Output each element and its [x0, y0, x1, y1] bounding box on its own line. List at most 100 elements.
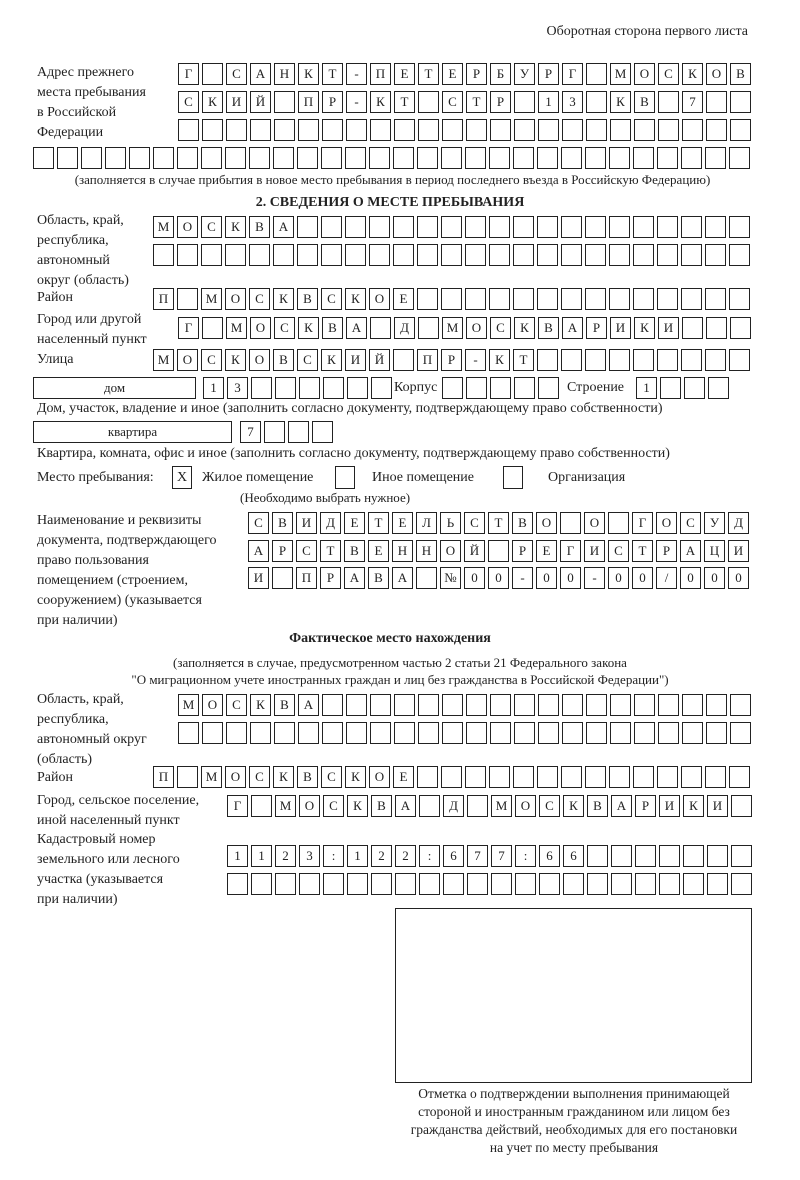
char-box[interactable]: В — [368, 567, 389, 589]
char-box[interactable] — [730, 91, 751, 113]
char-box[interactable]: 1 — [347, 845, 368, 867]
char-box[interactable]: С — [226, 63, 247, 85]
char-box[interactable]: : — [419, 845, 440, 867]
char-box[interactable] — [442, 722, 463, 744]
char-box[interactable] — [609, 147, 630, 169]
char-box[interactable]: 6 — [539, 845, 560, 867]
char-box[interactable] — [537, 288, 558, 310]
char-box[interactable]: Ц — [704, 540, 725, 562]
char-box[interactable]: А — [562, 317, 583, 339]
char-box[interactable] — [202, 317, 223, 339]
char-box[interactable] — [490, 722, 511, 744]
char-box[interactable]: Р — [320, 567, 341, 589]
char-box[interactable]: О — [584, 512, 605, 534]
char-box[interactable] — [586, 722, 607, 744]
char-box[interactable] — [442, 377, 463, 399]
char-box[interactable]: 7 — [491, 845, 512, 867]
char-box[interactable] — [418, 119, 439, 141]
char-box[interactable] — [635, 873, 656, 895]
char-box[interactable] — [227, 873, 248, 895]
char-box[interactable]: Ь — [440, 512, 461, 534]
char-box[interactable]: Л — [416, 512, 437, 534]
char-box[interactable]: И — [728, 540, 749, 562]
char-box[interactable] — [561, 766, 582, 788]
char-box[interactable] — [323, 873, 344, 895]
char-box[interactable] — [634, 722, 655, 744]
char-box[interactable]: 1 — [227, 845, 248, 867]
char-box[interactable] — [514, 694, 535, 716]
char-box[interactable] — [515, 873, 536, 895]
char-box[interactable] — [611, 873, 632, 895]
char-box[interactable] — [706, 694, 727, 716]
char-box[interactable]: № — [440, 567, 461, 589]
char-box[interactable] — [730, 722, 751, 744]
char-box[interactable] — [298, 722, 319, 744]
char-box[interactable] — [587, 873, 608, 895]
char-box[interactable]: 0 — [680, 567, 701, 589]
char-box[interactable]: О — [706, 63, 727, 85]
char-box[interactable] — [465, 766, 486, 788]
char-box[interactable] — [731, 795, 752, 817]
char-box[interactable] — [264, 421, 285, 443]
char-box[interactable]: В — [634, 91, 655, 113]
char-box[interactable]: 2 — [371, 845, 392, 867]
char-box[interactable]: С — [226, 694, 247, 716]
char-box[interactable] — [730, 317, 751, 339]
char-box[interactable] — [514, 91, 535, 113]
char-box[interactable]: С — [249, 766, 270, 788]
char-box[interactable] — [682, 119, 703, 141]
char-box[interactable] — [490, 694, 511, 716]
char-box[interactable]: А — [250, 63, 271, 85]
char-box[interactable] — [586, 694, 607, 716]
char-box[interactable] — [467, 795, 488, 817]
char-box[interactable]: И — [345, 349, 366, 371]
char-box[interactable] — [731, 845, 752, 867]
char-box[interactable] — [345, 244, 366, 266]
char-box[interactable]: 0 — [536, 567, 557, 589]
char-box[interactable]: Е — [393, 766, 414, 788]
char-box[interactable] — [562, 119, 583, 141]
char-box[interactable]: Р — [272, 540, 293, 562]
char-box[interactable]: О — [225, 766, 246, 788]
char-box[interactable] — [561, 216, 582, 238]
char-box[interactable] — [417, 288, 438, 310]
char-box[interactable]: М — [442, 317, 463, 339]
char-box[interactable] — [322, 119, 343, 141]
char-box[interactable]: С — [539, 795, 560, 817]
char-box[interactable] — [561, 244, 582, 266]
char-box[interactable] — [297, 244, 318, 266]
char-box[interactable] — [705, 216, 726, 238]
char-box[interactable] — [609, 216, 630, 238]
char-box[interactable]: 2 — [275, 845, 296, 867]
char-box[interactable] — [466, 694, 487, 716]
char-box[interactable] — [202, 119, 223, 141]
char-box[interactable] — [729, 288, 750, 310]
char-box[interactable] — [418, 91, 439, 113]
char-box[interactable] — [610, 119, 631, 141]
char-box[interactable] — [729, 766, 750, 788]
char-box[interactable]: 0 — [728, 567, 749, 589]
char-box[interactable] — [465, 244, 486, 266]
char-box[interactable]: Т — [513, 349, 534, 371]
char-box[interactable] — [513, 244, 534, 266]
char-box[interactable] — [225, 244, 246, 266]
char-box[interactable]: - — [346, 63, 367, 85]
char-box[interactable] — [417, 216, 438, 238]
char-box[interactable]: И — [226, 91, 247, 113]
char-box[interactable]: С — [442, 91, 463, 113]
char-box[interactable] — [297, 147, 318, 169]
char-box[interactable] — [466, 377, 487, 399]
char-box[interactable]: К — [370, 91, 391, 113]
char-box[interactable] — [225, 147, 246, 169]
char-box[interactable]: К — [682, 63, 703, 85]
char-box[interactable]: В — [730, 63, 751, 85]
char-box[interactable]: Е — [392, 512, 413, 534]
char-box[interactable] — [419, 873, 440, 895]
char-box[interactable] — [587, 845, 608, 867]
char-box[interactable] — [489, 288, 510, 310]
char-box[interactable] — [608, 512, 629, 534]
char-box[interactable] — [609, 244, 630, 266]
char-box[interactable] — [394, 722, 415, 744]
char-box[interactable]: Г — [560, 540, 581, 562]
char-box[interactable]: 1 — [251, 845, 272, 867]
